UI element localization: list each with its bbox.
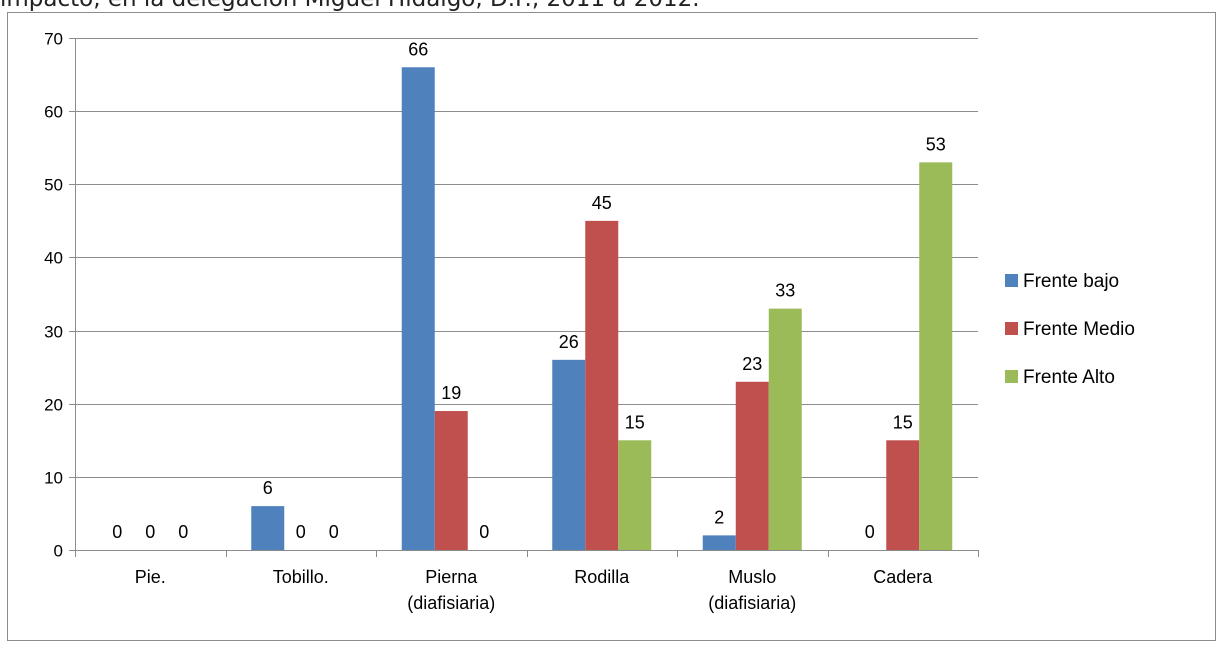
x-tick-label: Cadera (873, 567, 933, 587)
x-tick-label: Rodilla (574, 567, 630, 587)
bar (886, 440, 920, 550)
data-label: 66 (408, 39, 428, 59)
legend-swatch (1005, 274, 1018, 287)
bar (552, 359, 586, 550)
legend-swatch (1005, 322, 1018, 335)
bar (919, 162, 953, 551)
data-label: 23 (742, 354, 762, 374)
data-label: 0 (145, 522, 155, 542)
y-tick-label: 20 (44, 396, 63, 415)
bar (434, 411, 468, 550)
bar (618, 440, 652, 550)
bar (702, 535, 736, 550)
y-tick-label: 60 (44, 103, 63, 122)
data-label: 0 (178, 522, 188, 542)
bar (585, 220, 619, 550)
x-tick-label: Pie. (135, 567, 166, 587)
bar (401, 67, 435, 550)
data-label: 15 (893, 412, 913, 432)
legend-label: Frente Alto (1023, 367, 1115, 388)
data-label: 0 (329, 522, 339, 542)
data-label: 45 (592, 193, 612, 213)
data-label: 0 (296, 522, 306, 542)
data-label: 26 (559, 332, 579, 352)
chart-caption: impacto, en la delegación Miguel Hidalgo… (0, 0, 1222, 18)
data-label: 0 (479, 522, 489, 542)
data-label: 6 (263, 478, 273, 498)
legend-label: Frente bajo (1023, 271, 1119, 292)
bar (735, 381, 769, 550)
data-label: 53 (926, 134, 946, 154)
data-label: 0 (865, 522, 875, 542)
x-tick-label: (diafisiaria) (708, 593, 796, 613)
data-label: 15 (625, 412, 645, 432)
bars (251, 67, 953, 551)
legend: Frente bajo Frente Medio Frente Alto (1005, 271, 1135, 388)
y-tick-label: 0 (54, 542, 63, 561)
y-tick-label: 30 (44, 323, 63, 342)
legend-label: Frente Medio (1023, 319, 1135, 340)
legend-swatch (1005, 370, 1018, 383)
x-tick-label: Muslo (728, 567, 776, 587)
data-label: 0 (112, 522, 122, 542)
bar (768, 308, 802, 550)
x-tick-label: Pierna (425, 567, 478, 587)
x-tick-label: Tobillo. (273, 567, 329, 587)
chart-border (7, 12, 1216, 641)
y-tick-label: 40 (44, 249, 63, 268)
y-tick-label: 70 (44, 30, 63, 49)
y-tick-label: 10 (44, 469, 63, 488)
x-tick-label: (diafisiaria) (407, 593, 495, 613)
y-tick-label: 50 (44, 176, 63, 195)
data-label: 19 (441, 383, 461, 403)
data-label: 2 (714, 507, 724, 527)
data-label: 33 (775, 281, 795, 301)
bar (251, 506, 285, 550)
gridlines (75, 38, 978, 478)
